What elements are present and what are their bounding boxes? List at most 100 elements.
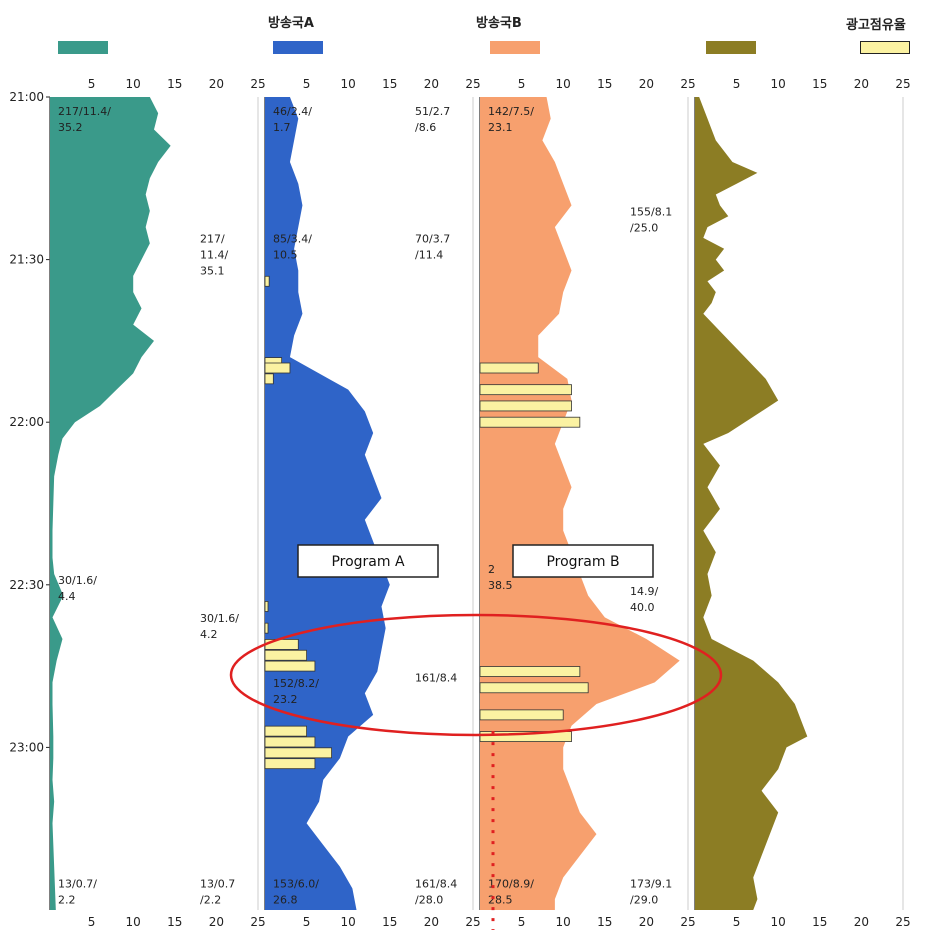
rating-area (50, 97, 171, 910)
annotation-line: 30/1.6/ (200, 612, 239, 625)
annotation-line: 4.4 (58, 590, 76, 603)
x-tick-label-bottom: 25 (250, 915, 265, 929)
x-tick-label-top: 10 (771, 77, 786, 91)
x-tick-label-top: 15 (597, 77, 612, 91)
rating-annotation: 46/2.4/1.7 (273, 105, 312, 134)
rating-annotation: 14.9/40.0 (630, 585, 658, 614)
legend-swatch-3 (706, 41, 756, 54)
x-tick-label-bottom: 15 (812, 915, 827, 929)
legend-label-ad-share: 광고점유율 (846, 18, 906, 33)
panel-0: 551010151520202525217/11.4/35.2217/11.4/… (49, 77, 266, 929)
rating-annotation: 153/6.0/26.8 (273, 877, 319, 906)
annotation-line: 30/1.6/ (58, 574, 97, 587)
annotation-line: 70/3.7 (415, 233, 450, 246)
ad-block (264, 275, 270, 287)
program-callout-label: Program B (546, 554, 619, 570)
rating-annotation: 30/1.6/4.2 (200, 612, 239, 641)
x-tick-label-bottom: 25 (680, 915, 695, 929)
legend-swatch-4 (860, 41, 910, 54)
program-callout-box (512, 544, 654, 578)
highlight-ellipse (229, 613, 723, 737)
time-tick-label: 22:30 (9, 578, 44, 592)
rating-annotation: 173/9.1/29.0 (630, 877, 672, 906)
rating-annotation: 13/0.7/2.2 (200, 877, 235, 906)
annotation-line: 161/8.4 (415, 672, 457, 685)
annotation-line: 2.2 (58, 893, 76, 906)
rating-area (265, 97, 390, 910)
legend-swatch-2 (490, 41, 540, 54)
x-tick-label-bottom: 20 (424, 915, 439, 929)
rating-area (480, 97, 680, 910)
annotation-line: 10.5 (273, 249, 298, 262)
x-tick-label-bottom: 15 (382, 915, 397, 929)
annotation-line: 170/8.9/ (488, 877, 534, 890)
x-tick-label-top: 25 (250, 77, 265, 91)
ad-block (264, 362, 291, 374)
annotation-line: 155/8.1 (630, 205, 672, 218)
rating-annotation: 170/8.9/28.5 (488, 877, 534, 906)
annotation-line: 26.8 (273, 893, 298, 906)
ad-block (264, 736, 316, 748)
ad-block (479, 362, 539, 374)
rating-annotation: 30/1.6/4.4 (58, 574, 97, 603)
x-tick-label-top: 20 (639, 77, 654, 91)
ad-block (479, 666, 581, 677)
annotation-line: 35.2 (58, 121, 83, 134)
annotation-line: 40.0 (630, 601, 655, 614)
legend-swatch-0 (58, 41, 108, 54)
ad-block (264, 758, 316, 770)
ad-block (264, 601, 269, 612)
annotation-line: 11.4/ (200, 249, 228, 262)
annotation-line: 1.7 (273, 121, 291, 134)
x-tick-label-top: 25 (465, 77, 480, 91)
x-tick-label-top: 25 (680, 77, 695, 91)
rating-annotation: 2 38.5 (488, 563, 513, 592)
annotation-line: 13/0.7/ (58, 877, 97, 890)
x-tick-label-top: 15 (167, 77, 182, 91)
legend-swatch-1 (273, 41, 323, 54)
legend-label-station-a: 방송국A (268, 16, 314, 31)
ad-block (479, 400, 572, 412)
x-tick-label-bottom: 20 (854, 915, 869, 929)
annotation-line: 85/3.4/ (273, 233, 312, 246)
panel-2: 5 5 10 10 15 15 20 20 25 25 142/7.5/23.1 155/8.1/25… (479, 77, 696, 929)
x-tick-label-top: 15 (812, 77, 827, 91)
annotation-line: 28.5 (488, 893, 513, 906)
annotation-line: 142/7.5/ (488, 105, 534, 118)
annotation-line: 23.2 (273, 693, 298, 706)
ad-block (264, 660, 316, 672)
annotation-line: 217/11.4/ (58, 105, 111, 118)
x-tick-label-bottom: 10 (771, 915, 786, 929)
ad-block (264, 725, 307, 737)
x-tick-label-top: 15 (382, 77, 397, 91)
legend-label-station-b: 방송국B (476, 16, 522, 31)
ad-block (264, 639, 299, 650)
annotation-line: /25.0 (630, 221, 658, 234)
annotation-line: 2 (488, 563, 495, 576)
x-tick-label-bottom: 15 (597, 915, 612, 929)
ad-block (264, 622, 269, 634)
time-tick-label: 21:00 (9, 90, 44, 104)
ad-block (264, 649, 307, 661)
x-tick-label-bottom: 5 (303, 915, 311, 929)
x-tick-label-bottom: 5 (518, 915, 526, 929)
ad-block (479, 416, 581, 428)
annotation-line: 38.5 (488, 579, 513, 592)
time-tick-label: 21:30 (9, 253, 44, 267)
annotation-line: 217/ (200, 233, 225, 246)
program-callout-label: Program A (331, 554, 405, 570)
x-tick-label-top: 5 (518, 77, 526, 91)
x-tick-label-top: 25 (895, 77, 910, 91)
x-tick-label-top: 10 (556, 77, 571, 91)
x-tick-label-bottom: 10 (126, 915, 141, 929)
rating-annotation: 70/3.7/11.4 (415, 233, 450, 262)
annotation-line: /2.2 (200, 893, 221, 906)
x-tick-label-bottom: 5 (733, 915, 741, 929)
panel-1: 5 5 10 10 15 15 20 20 25 25 46/2.4/1.7 51/2.7/8.6 85… (264, 77, 481, 929)
x-tick-label-top: 5 (88, 77, 96, 91)
x-tick-label-bottom: 25 (465, 915, 480, 929)
annotation-line: /28.0 (415, 893, 443, 906)
ad-block (479, 709, 564, 721)
x-tick-label-bottom: 5 (88, 915, 96, 929)
